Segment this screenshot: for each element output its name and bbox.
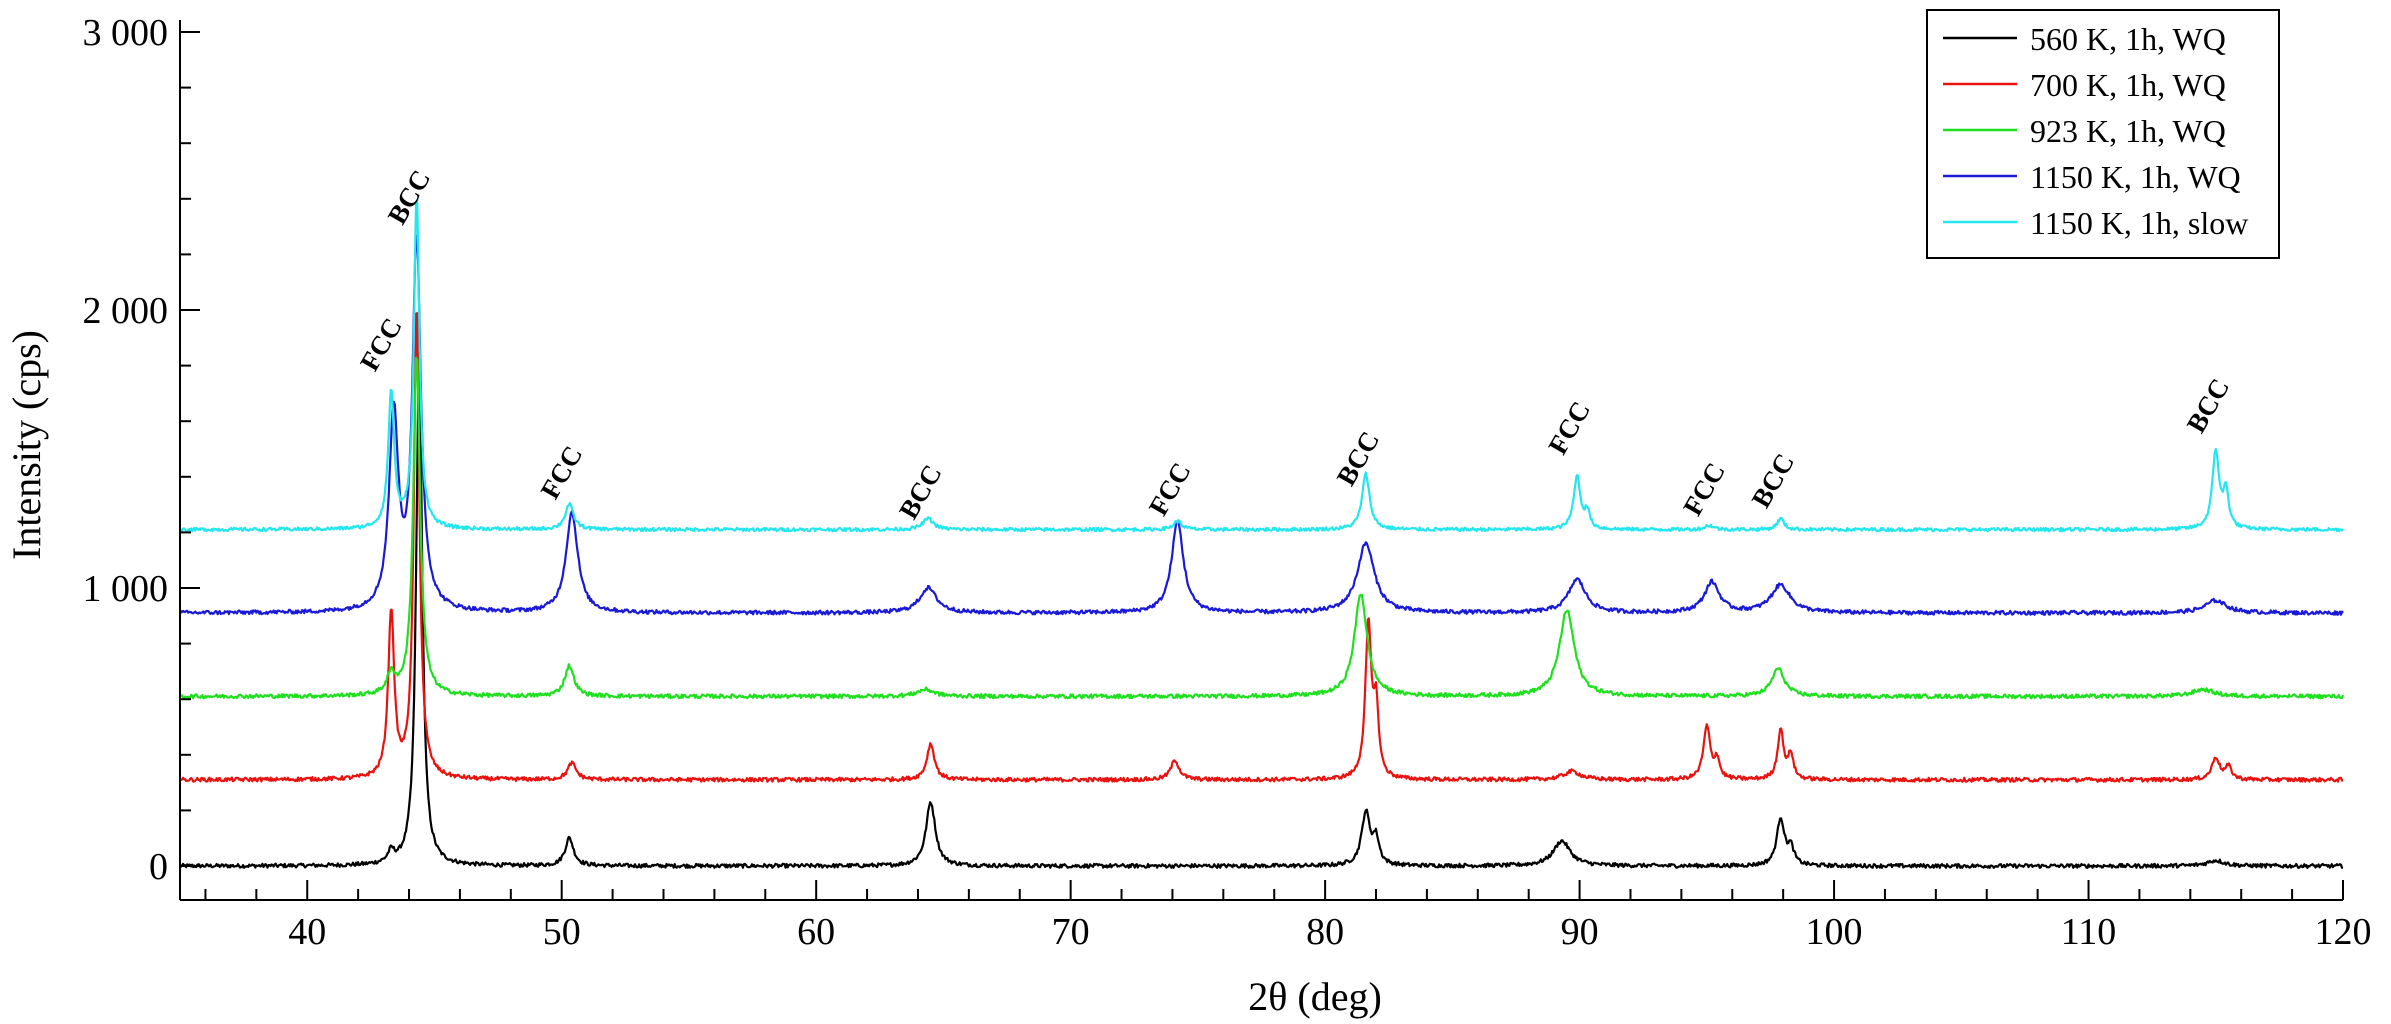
peak-label: BCC xyxy=(382,165,436,229)
peak-label: BCC xyxy=(1746,448,1800,512)
series-line-4 xyxy=(178,234,2344,616)
legend-label: 700 K, 1h, WQ xyxy=(2030,67,2226,103)
x-tick-label: 110 xyxy=(2061,911,2117,953)
peak-label: BCC xyxy=(2181,373,2235,437)
x-tick-label: 40 xyxy=(288,911,326,953)
peak-label: BCC xyxy=(893,460,947,524)
peak-label: FCC xyxy=(354,313,408,376)
y-tick-label: 1 000 xyxy=(83,568,169,610)
legend-label: 560 K, 1h, WQ xyxy=(2030,21,2226,57)
peak-label: FCC xyxy=(1143,457,1197,520)
y-tick-label: 0 xyxy=(149,846,168,888)
x-tick-label: 70 xyxy=(1052,911,1090,953)
legend-label: 923 K, 1h, WQ xyxy=(2030,113,2226,149)
x-tick-label: 80 xyxy=(1306,911,1344,953)
x-tick-label: 90 xyxy=(1561,911,1599,953)
x-tick-label: 60 xyxy=(797,911,835,953)
axes: 40 50 60 70 80 90 100 110 120 0 1 000 2 000 3 000 xyxy=(83,12,2372,953)
y-tick-label: 2 000 xyxy=(83,290,169,332)
legend-label: 1150 K, 1h, WQ xyxy=(2030,159,2241,195)
series-line-3 xyxy=(179,356,2345,700)
peak-label: BCC xyxy=(1331,426,1385,490)
x-tick-label: 50 xyxy=(543,911,581,953)
peak-label: FCC xyxy=(535,441,589,504)
series-line-2 xyxy=(179,312,2344,783)
series-curves xyxy=(178,198,2345,870)
legend-box xyxy=(1926,9,2280,259)
peak-label: FCC xyxy=(1677,457,1731,520)
peak-label: FCC xyxy=(1542,396,1596,459)
series-line-5 xyxy=(179,198,2344,533)
y-tick-label: 3 000 xyxy=(83,12,169,54)
x-tick-label: 100 xyxy=(1806,911,1863,953)
y-axis-label: Intensity (cps) xyxy=(4,330,49,560)
legend: 560 K, 1h, WQ 700 K, 1h, WQ 923 K, 1h, WQ 1… xyxy=(1926,9,2280,259)
x-axis-label: 2θ (deg) xyxy=(1248,974,1382,1019)
x-tick-label: 120 xyxy=(2315,911,2372,953)
series-line-1 xyxy=(179,352,2344,870)
legend-label: 1150 K, 1h, slow xyxy=(2030,205,2248,241)
